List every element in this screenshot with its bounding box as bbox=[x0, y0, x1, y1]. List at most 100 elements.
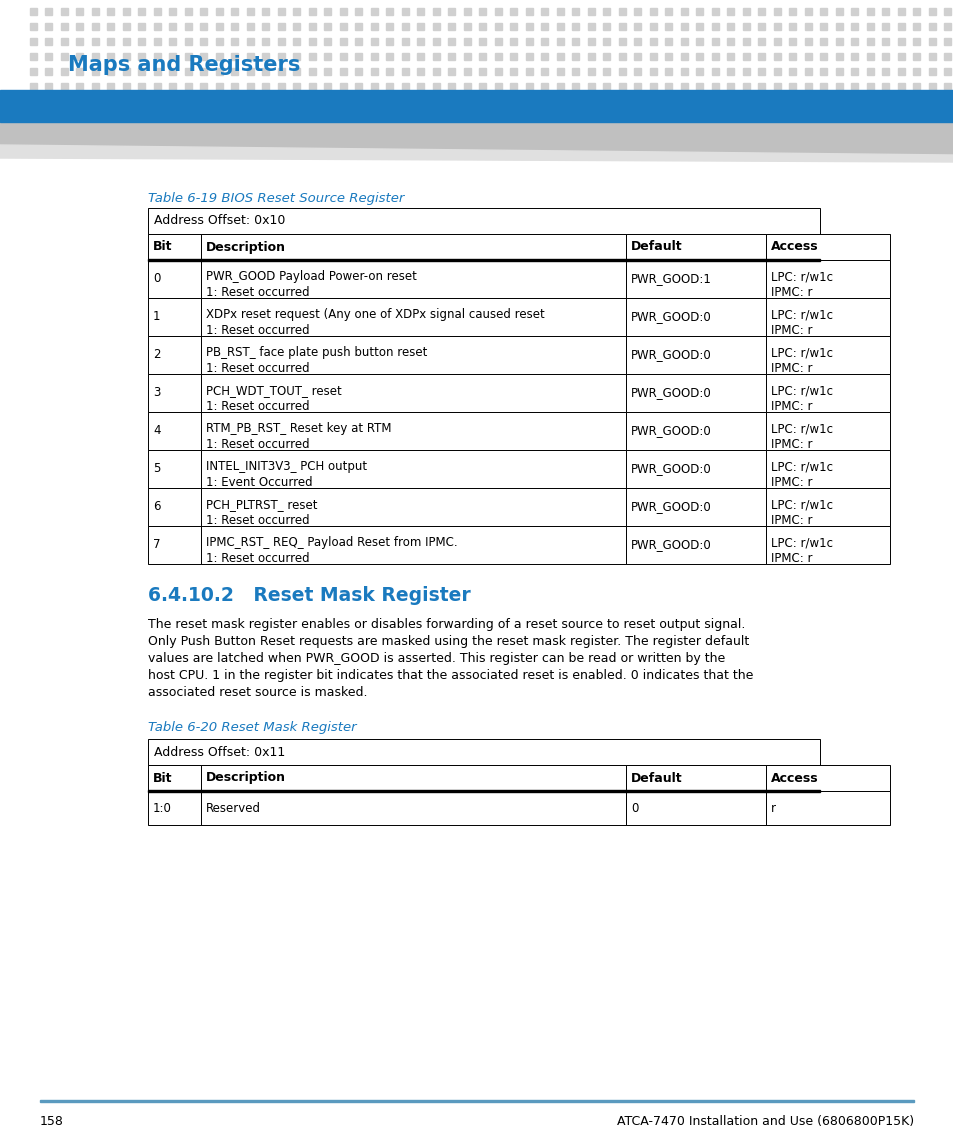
Bar bbox=[30, 23, 37, 30]
Bar bbox=[232, 68, 238, 76]
Bar bbox=[232, 38, 238, 45]
Bar bbox=[433, 53, 439, 60]
Bar bbox=[649, 53, 657, 60]
Bar bbox=[309, 23, 315, 30]
Bar bbox=[765, 526, 889, 564]
Text: LPC: r/w1c: LPC: r/w1c bbox=[770, 460, 832, 473]
Bar bbox=[495, 53, 501, 60]
Polygon shape bbox=[0, 145, 953, 161]
Bar bbox=[634, 38, 640, 45]
Text: Access: Access bbox=[770, 240, 818, 253]
Bar bbox=[277, 23, 285, 30]
Bar bbox=[61, 53, 68, 60]
Bar bbox=[170, 23, 176, 30]
Bar bbox=[789, 8, 796, 15]
Bar bbox=[262, 82, 269, 90]
Bar bbox=[371, 82, 377, 90]
Bar bbox=[587, 8, 595, 15]
Bar bbox=[572, 82, 578, 90]
Bar bbox=[882, 82, 888, 90]
Bar bbox=[510, 53, 517, 60]
Bar bbox=[742, 8, 749, 15]
Bar bbox=[247, 8, 253, 15]
Text: PWR_GOOD:0: PWR_GOOD:0 bbox=[630, 310, 711, 324]
Bar bbox=[804, 8, 811, 15]
Bar bbox=[46, 82, 52, 90]
Bar bbox=[866, 23, 873, 30]
Bar bbox=[603, 23, 610, 30]
Bar bbox=[634, 68, 640, 76]
Bar bbox=[201, 488, 625, 526]
Bar bbox=[820, 38, 826, 45]
Bar bbox=[727, 82, 734, 90]
Text: IPMC: r: IPMC: r bbox=[770, 552, 812, 564]
Bar bbox=[804, 82, 811, 90]
Bar bbox=[680, 8, 687, 15]
Bar bbox=[201, 791, 625, 826]
Bar bbox=[386, 38, 393, 45]
Bar bbox=[625, 234, 765, 260]
Bar bbox=[557, 23, 563, 30]
Bar bbox=[882, 38, 888, 45]
Text: 0: 0 bbox=[630, 802, 638, 814]
Bar bbox=[138, 38, 146, 45]
Bar bbox=[665, 38, 672, 45]
Bar bbox=[417, 8, 424, 15]
Text: PWR_GOOD:1: PWR_GOOD:1 bbox=[630, 273, 711, 285]
Bar bbox=[355, 68, 362, 76]
Bar bbox=[765, 234, 889, 260]
Bar bbox=[339, 8, 347, 15]
Bar bbox=[148, 791, 201, 826]
Bar bbox=[727, 53, 734, 60]
Bar bbox=[401, 23, 409, 30]
Bar bbox=[153, 82, 161, 90]
Text: Address Offset: 0x11: Address Offset: 0x11 bbox=[153, 745, 285, 758]
Bar bbox=[649, 23, 657, 30]
Bar bbox=[618, 82, 625, 90]
Text: 1: 1 bbox=[152, 310, 160, 324]
Bar bbox=[541, 82, 548, 90]
Text: IPMC: r: IPMC: r bbox=[770, 514, 812, 527]
Bar bbox=[696, 68, 702, 76]
Bar bbox=[148, 412, 201, 450]
Bar bbox=[148, 526, 201, 564]
Bar bbox=[463, 82, 471, 90]
Bar bbox=[277, 82, 285, 90]
Bar bbox=[835, 82, 842, 90]
Bar bbox=[495, 8, 501, 15]
Bar bbox=[386, 68, 393, 76]
Bar bbox=[123, 82, 130, 90]
Bar bbox=[201, 765, 625, 791]
Bar bbox=[789, 23, 796, 30]
Bar bbox=[40, 1100, 913, 1101]
Text: LPC: r/w1c: LPC: r/w1c bbox=[770, 270, 832, 283]
Bar bbox=[572, 68, 578, 76]
Bar bbox=[625, 488, 765, 526]
Bar bbox=[618, 23, 625, 30]
Bar bbox=[148, 234, 201, 260]
Bar bbox=[587, 53, 595, 60]
Bar bbox=[618, 53, 625, 60]
Bar bbox=[371, 38, 377, 45]
Bar bbox=[0, 90, 953, 123]
Bar bbox=[108, 68, 114, 76]
Bar bbox=[773, 38, 781, 45]
Bar bbox=[339, 23, 347, 30]
Bar bbox=[185, 82, 192, 90]
Bar bbox=[309, 38, 315, 45]
Bar bbox=[76, 82, 84, 90]
Bar bbox=[928, 82, 935, 90]
Bar bbox=[618, 68, 625, 76]
Bar bbox=[170, 82, 176, 90]
Bar bbox=[625, 526, 765, 564]
Bar bbox=[625, 412, 765, 450]
Bar bbox=[46, 23, 52, 30]
Text: LPC: r/w1c: LPC: r/w1c bbox=[770, 536, 832, 548]
Bar bbox=[758, 68, 764, 76]
Bar bbox=[913, 38, 920, 45]
Bar bbox=[804, 38, 811, 45]
Bar bbox=[928, 8, 935, 15]
Bar bbox=[215, 8, 223, 15]
Text: PWR_GOOD:0: PWR_GOOD:0 bbox=[630, 425, 711, 437]
Polygon shape bbox=[0, 123, 953, 155]
